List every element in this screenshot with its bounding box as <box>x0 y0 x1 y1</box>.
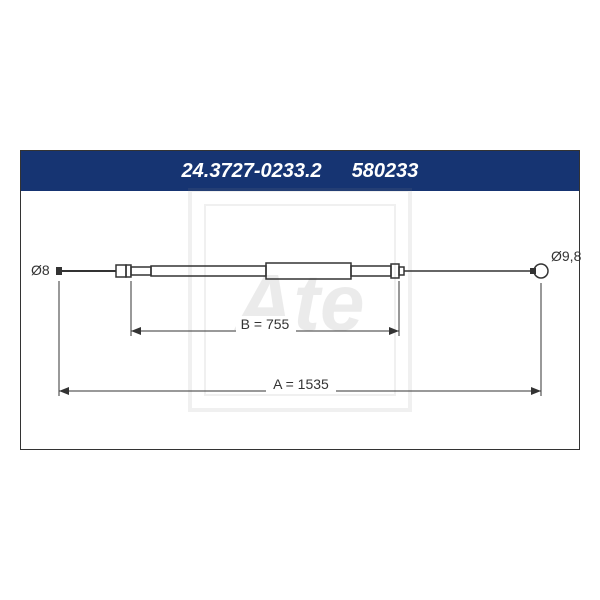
right-diameter-label: Ø9,85 <box>551 248 581 264</box>
left-end-fitting <box>56 265 151 277</box>
dim-b-label: B = 755 <box>241 316 290 332</box>
part-code: 580233 <box>352 160 419 183</box>
right-end-fitting <box>530 264 548 278</box>
diagram-frame: 24.3727-0233.2 580233 Ate <box>20 150 580 450</box>
part-number: 24.3727-0233.2 <box>182 160 322 183</box>
cable-sleeve <box>151 263 404 279</box>
dimension-b: B = 755 <box>131 281 399 336</box>
left-diameter-label: Ø8 <box>31 262 50 278</box>
cable-drawing: Ø8 Ø9,85 B = 755 <box>21 191 581 451</box>
header-bar: 24.3727-0233.2 580233 <box>21 151 579 191</box>
drawing-area: Ø8 Ø9,85 B = 755 <box>21 191 579 449</box>
dim-a-label: A = 1535 <box>273 376 329 392</box>
